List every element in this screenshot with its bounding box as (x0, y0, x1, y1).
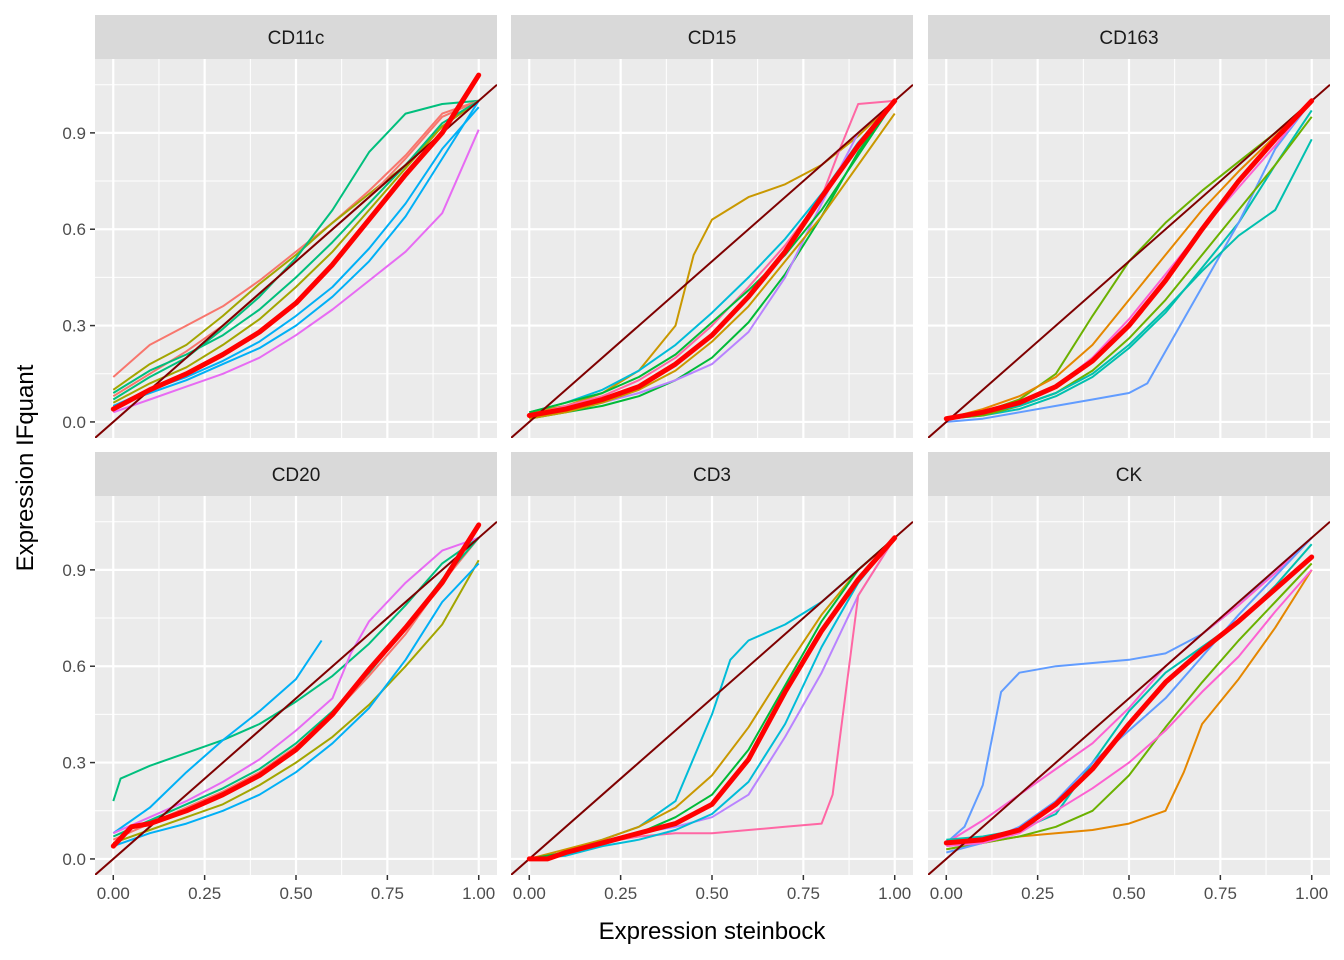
sample-line (529, 537, 896, 860)
sample-line (112, 129, 480, 414)
trend-line (110, 522, 482, 849)
panel-strip (928, 15, 1330, 59)
x-tick-label: 0.50 (279, 884, 312, 903)
x-tick-label: 0.25 (188, 884, 221, 903)
sample-line (112, 99, 479, 401)
x-tick-label: 0.25 (1021, 884, 1054, 903)
x-tick-label: 1.00 (462, 884, 495, 903)
sample-line (945, 537, 1313, 844)
x-axis-title: Expression steinbock (599, 918, 827, 945)
trend-line (943, 98, 1315, 422)
y-tick-label: 0.0 (62, 413, 86, 432)
x-tick-label: 0.25 (604, 884, 637, 903)
identity-line (95, 520, 497, 875)
x-tick-label: 0.75 (1204, 884, 1237, 903)
x-tick-label: 1.00 (1295, 884, 1328, 903)
series-group (511, 520, 913, 875)
sample-line (112, 639, 323, 835)
y-axis-title: Expression IFquant (12, 364, 39, 571)
sample-line (112, 100, 480, 407)
series-group (95, 520, 497, 875)
sample-line (529, 113, 896, 420)
x-tick-label: 0.75 (787, 884, 820, 903)
series-group (511, 83, 913, 438)
trend-line (110, 72, 482, 412)
y-tick-label: 0.6 (62, 220, 86, 239)
panel-label: CD11c (268, 28, 325, 49)
trend-line (943, 554, 1315, 846)
panel-cd11c: CD11c 0.0 0.3 0.6 0.9 (62, 15, 497, 471)
panel-strip (95, 15, 497, 59)
sample-line (946, 100, 1313, 420)
panel-cd163: CD163 (928, 15, 1330, 471)
panel-strip (511, 452, 913, 496)
panel-label: CD20 (272, 465, 321, 486)
series-group (95, 72, 497, 438)
x-tick-label: 0.50 (695, 884, 728, 903)
sample-line (112, 536, 480, 802)
y-tick-label: 0.9 (62, 124, 86, 143)
y-tick-label: 0.3 (62, 317, 86, 336)
panel-strip (95, 452, 497, 496)
sample-line (946, 116, 1313, 420)
x-tick-label: 0.75 (371, 884, 404, 903)
panel-label: CD163 (1099, 28, 1158, 49)
panel-label: CK (1116, 465, 1143, 486)
x-tick-label: 0.00 (97, 884, 130, 903)
panel-label: CD3 (693, 465, 731, 486)
trend-line (526, 98, 898, 418)
panel-strip (928, 452, 1330, 496)
sample-line (529, 537, 896, 860)
x-tick-label: 0.50 (1112, 884, 1145, 903)
panel-cd20: CD20 0.0 0.3 0.6 0.9 0.00 0.25 0.50 0.75 1.00 (62, 452, 497, 908)
panel-cd15: CD15 (511, 15, 913, 471)
y-tick-label: 0.3 (62, 754, 86, 773)
grid (511, 496, 913, 908)
series-group (928, 520, 1330, 875)
sample-line (529, 100, 896, 414)
panel-cd3: CD3 0.00 0.25 0.50 0.75 1.00 (511, 452, 913, 908)
sample-line (946, 109, 1313, 420)
x-tick-label: 1.00 (878, 884, 911, 903)
y-tick-label: 0.6 (62, 657, 86, 676)
trend-line (526, 535, 898, 862)
x-tick-label: 0.00 (930, 884, 963, 903)
identity-line (928, 83, 1330, 438)
y-tick-label: 0.0 (62, 850, 86, 869)
series-group (928, 83, 1330, 438)
sample-line (946, 562, 1313, 851)
x-tick-label: 0.00 (513, 884, 546, 903)
sample-line (112, 536, 480, 835)
identity-line (928, 520, 1330, 875)
panel-label: CD15 (688, 28, 737, 49)
sample-line (112, 99, 480, 394)
y-tick-label: 0.9 (62, 561, 86, 580)
sample-line (112, 559, 480, 844)
sample-line (529, 100, 896, 420)
panels-layer: CD11c 0.0 0.3 0.6 0.9 CD15 CD163 CD20 0.0 0.3 0.6 0… (62, 15, 1330, 908)
panel-strip (511, 15, 913, 59)
sample-line (946, 100, 1313, 423)
panel-ck: CK 0.00 0.25 0.50 0.75 1.00 (928, 452, 1330, 908)
identity-line (511, 520, 913, 875)
sample-line (112, 562, 480, 848)
sample-line (946, 569, 1313, 848)
sample-line (112, 99, 480, 378)
identity-line (511, 83, 913, 438)
